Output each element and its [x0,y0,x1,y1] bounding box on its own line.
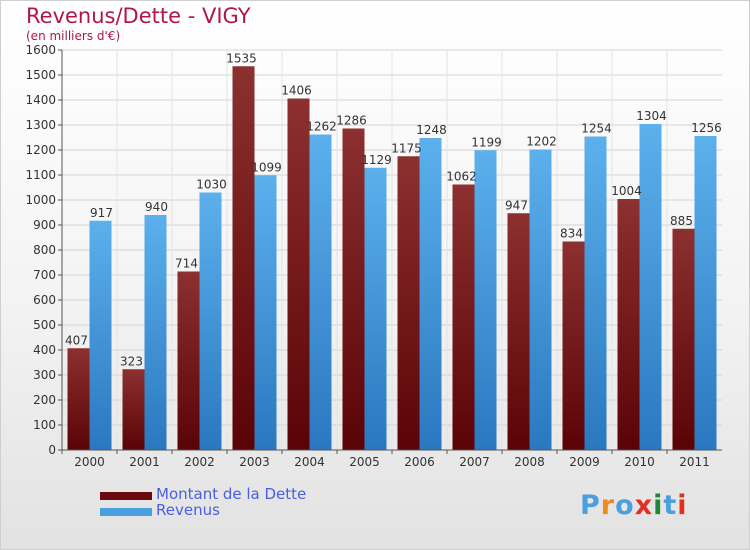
data-label-revenus: 1099 [251,160,282,174]
data-label-revenus: 1254 [581,122,612,136]
data-label-revenus: 1304 [636,109,667,123]
bar-dette [342,128,365,450]
data-label-revenus: 917 [90,206,113,220]
data-label-dette: 714 [175,257,198,271]
y-tick-label: 1300 [25,118,56,132]
y-tick-label: 0 [48,443,56,457]
data-label-dette: 1535 [226,51,257,65]
gridlines [61,49,722,451]
x-tick-label: 2009 [569,455,600,469]
y-tick-label: 1400 [25,93,56,107]
data-label-revenus: 1199 [471,135,502,149]
data-label-revenus: 940 [145,200,168,214]
bar-revenus [309,134,332,450]
logo-letter: r [600,490,616,521]
logo-letter: t [663,490,678,521]
data-label-dette: 323 [120,354,143,368]
x-tick-label: 2007 [459,455,490,469]
bar-dette [67,348,90,450]
legend-swatch-revenus [100,508,152,516]
x-tick-label: 2008 [514,455,545,469]
y-tick-label: 100 [33,418,56,432]
x-tick-label: 2005 [349,455,380,469]
data-labels: 407 917 323 940 714 1030 1535 1099 1406 1262 1286 1… [65,51,722,368]
bar-dette [122,369,145,450]
logo-letter: i [677,490,688,521]
data-label-revenus: 1129 [361,153,392,167]
bar-revenus [419,138,442,450]
bar-revenus [694,136,717,450]
data-label-dette: 1286 [336,114,367,128]
bar-dette [507,213,530,450]
x-tick-label: 2011 [679,455,710,469]
y-tick-label: 1000 [25,193,56,207]
legend-label-dette: Montant de la Dette [156,485,307,503]
logo-letter: x [634,490,654,521]
bar-revenus [199,192,222,450]
y-tick-label: 700 [33,268,56,282]
logo-letter: P [580,490,601,521]
data-label-dette: 1406 [281,84,312,98]
y-tick-label: 1600 [25,43,56,57]
legend-swatch-dette [100,492,152,500]
bar-dette [452,184,475,450]
x-tick-label: 2006 [404,455,435,469]
y-tick-label: 900 [33,218,56,232]
y-tick-label: 400 [33,343,56,357]
x-tick-label: 2002 [184,455,215,469]
data-label-dette: 1175 [391,141,422,155]
data-label-revenus: 1030 [196,178,227,192]
bar-dette [562,241,585,450]
y-tick-label: 500 [33,318,56,332]
data-label-revenus: 1262 [306,120,337,134]
chart-subtitle: (en milliers d'€) [26,29,121,43]
bar-dette [177,271,200,450]
bar-dette [617,199,640,450]
y-tick-label: 200 [33,393,56,407]
bar-revenus [639,124,662,450]
data-label-dette: 834 [560,227,583,241]
bar-revenus [254,175,277,450]
bar-dette [287,98,310,450]
bar-dette [672,228,695,450]
y-tick-label: 600 [33,293,56,307]
bar-revenus [89,220,112,450]
legend-label-revenus: Revenus [156,501,220,519]
y-tick-label: 800 [33,243,56,257]
x-tick-label: 2010 [624,455,655,469]
bar-revenus [364,167,387,450]
bar-dette [232,66,255,450]
data-label-dette: 947 [505,198,528,212]
x-tick-label: 2000 [74,455,105,469]
y-tick-label: 300 [33,368,56,382]
logo-letter: i [653,490,664,521]
y-tick-label: 1200 [25,143,56,157]
bar-revenus [474,150,497,450]
logo-letter: o [615,490,635,521]
bar-dette [397,156,420,450]
y-tick-label: 1500 [25,68,56,82]
data-label-dette: 407 [65,333,88,347]
x-tick-label: 2003 [239,455,270,469]
data-label-dette: 1004 [611,184,642,198]
chart-title: Revenus/Dette - VIGY [26,4,251,28]
data-label-revenus: 1256 [691,121,722,135]
bar-revenus [144,215,167,450]
x-tick-label: 2001 [129,455,160,469]
data-label-revenus: 1248 [416,123,447,137]
bar-revenus [529,149,552,450]
data-label-dette: 1062 [446,170,477,184]
bar-revenus [584,136,607,450]
y-tick-label: 1100 [25,168,56,182]
proxiti-logo: Proxiti [580,490,688,521]
data-label-dette: 885 [670,214,693,228]
data-label-revenus: 1202 [526,135,557,149]
x-tick-label: 2004 [294,455,325,469]
axes: 0 100 200 300 400 500 600 700 800 900 1000 1100 1200… [25,43,722,469]
bars [67,66,717,450]
